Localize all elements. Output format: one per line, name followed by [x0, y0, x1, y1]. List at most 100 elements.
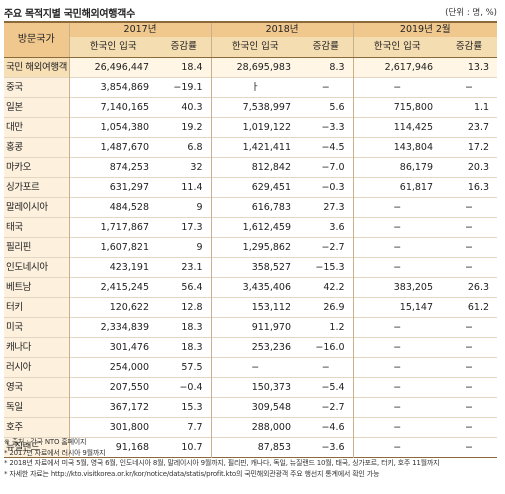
value-cell: − [465, 322, 474, 333]
value-cell: 153,112 [210, 297, 300, 318]
value-cell: − [352, 257, 442, 278]
value-cell: − [352, 337, 442, 358]
value-cell: − [465, 382, 474, 393]
value-cell: 7,538,997 [210, 97, 300, 118]
value-cell: − [352, 417, 442, 438]
header-row-years: 방문국가 2017년 2018년 2019년 2월 [4, 21, 498, 58]
value-cell: 9 [196, 242, 203, 253]
header-rate-2017: 증감률 [157, 37, 212, 58]
value-cell: 1.1 [473, 102, 490, 113]
value-cell: 10.7 [181, 442, 203, 453]
value-cell: 2,334,839 [68, 317, 157, 338]
table-row: 뉴질랜드 91,168 10.7 87,853 −3.6− − [4, 437, 498, 458]
value-cell: − [352, 217, 442, 238]
value-cell: 26,496,447 [68, 57, 157, 78]
country-cell: 영국 [4, 377, 69, 398]
value-cell: − [352, 77, 442, 98]
value-cell: − [465, 202, 474, 213]
value-cell: − [352, 317, 442, 338]
value-cell: 7,140,165 [68, 97, 157, 118]
value-cell: 254,000 [68, 357, 157, 378]
value-cell: 11.4 [181, 182, 203, 193]
value-cell: ㅏ [210, 77, 300, 98]
country-cell: 국민 해외여행객 [4, 57, 69, 78]
value-cell: −4.6 [321, 422, 345, 433]
country-cell: 싱가포르 [4, 177, 69, 198]
table-row: 말레이시아 484,528 9 616,783 27.3− − [4, 197, 498, 218]
value-cell: −16.0 [315, 342, 345, 353]
value-cell: 367,172 [68, 397, 157, 418]
value-cell: − [465, 422, 474, 433]
table-row: 인도네시아 423,191 23.1 358,527 −15.3− − [4, 257, 498, 278]
value-cell: − [321, 82, 330, 93]
value-cell: 15.3 [181, 402, 203, 413]
header-visitors-2019: 한국인 입국 [352, 37, 442, 58]
value-cell: 5.6 [329, 102, 345, 113]
value-cell: 911,970 [210, 317, 300, 338]
country-cell: 인도네시아 [4, 257, 69, 278]
header-2017: 2017년 [68, 21, 212, 37]
country-cell: 태국 [4, 217, 69, 238]
value-cell: 16.3 [467, 182, 490, 193]
value-cell: 61.2 [467, 302, 490, 313]
value-cell: − [352, 397, 442, 418]
value-cell: − [465, 222, 474, 233]
value-cell: 812,842 [210, 157, 300, 178]
footnote-2018: * 2018년 자료에서 미국 5월, 영국 6월, 인도네시아 8월, 말레이… [4, 459, 440, 467]
value-cell: − [465, 82, 474, 93]
value-cell: 18.3 [181, 322, 203, 333]
value-cell: −15.3 [315, 262, 345, 273]
value-cell: 120,622 [68, 297, 157, 318]
country-cell: 러시아 [4, 357, 69, 378]
value-cell: 3,435,406 [210, 277, 300, 298]
value-cell: 629,451 [210, 177, 300, 198]
footnote-link: * 자세한 자료는 http://kto.visitkorea.or.kr/ko… [4, 469, 380, 478]
table-row: 국민 해외여행객 26,496,447 18.4 28,695,983 8.3 2,617… [4, 57, 498, 78]
value-cell: 42.2 [323, 282, 345, 293]
value-cell: −3.6 [321, 442, 345, 453]
table-row: 필리핀 1,607,821 9 1,295,862 −2.7− − [4, 237, 498, 258]
value-cell: 253,236 [210, 337, 300, 358]
header-visitors-2017: 한국인 입국 [68, 37, 157, 58]
header-row-columns: 한국인 입국 증감률 한국인 입국 증감률 한국인 입국 증감률 [4, 37, 498, 58]
value-cell: − [352, 437, 442, 458]
country-cell: 독일 [4, 397, 69, 418]
country-cell: 캐나다 [4, 337, 69, 358]
value-cell: 1,421,411 [210, 137, 300, 158]
value-cell: 17.2 [467, 142, 490, 153]
value-cell: 20.3 [467, 162, 490, 173]
header-rate-2019: 증감률 [441, 37, 498, 58]
value-cell: 87,853 [210, 437, 300, 458]
value-cell: 631,297 [68, 177, 157, 198]
table-row: 러시아 254,000 57.5− − − − [4, 357, 498, 378]
value-cell: 1,019,122 [210, 117, 300, 138]
header-country: 방문국가 [4, 21, 69, 58]
value-cell: 91,168 [68, 437, 157, 458]
value-cell: − [465, 442, 474, 453]
value-cell: 17.3 [181, 222, 203, 233]
value-cell: 26.9 [323, 302, 345, 313]
table-row: 홍콩 1,487,670 6.8 1,421,411 −4.5 143,804 17.2 [4, 137, 498, 158]
table-row: 미국 2,334,839 18.3 911,970 1.2− − [4, 317, 498, 338]
value-cell: 3.6 [329, 222, 345, 233]
country-cell: 일본 [4, 97, 69, 118]
value-cell: 616,783 [210, 197, 300, 218]
value-cell: 61,817 [352, 177, 442, 198]
value-cell: 26.3 [467, 282, 490, 293]
value-cell: − [465, 342, 474, 353]
country-cell: 홍콩 [4, 137, 69, 158]
value-cell: 358,527 [210, 257, 300, 278]
header-visitors-2018: 한국인 입국 [210, 37, 300, 58]
table-row: 대만 1,054,380 19.2 1,019,122 −3.3 114,425 23.7 [4, 117, 498, 138]
value-cell: 1.2 [329, 322, 345, 333]
value-cell: 143,804 [352, 137, 442, 158]
value-cell: 301,476 [68, 337, 157, 358]
value-cell: 18.3 [181, 342, 203, 353]
unit-label: (단위 : 명, %) [445, 8, 497, 18]
value-cell: 715,800 [352, 97, 442, 118]
value-cell: 423,191 [68, 257, 157, 278]
table-row: 태국 1,717,867 17.3 1,612,459 3.6− − [4, 217, 498, 238]
value-cell: 32 [190, 162, 203, 173]
value-cell: −19.1 [173, 82, 203, 93]
table-row: 터키 120,622 12.8 153,112 26.9 15,147 61.2 [4, 297, 498, 318]
